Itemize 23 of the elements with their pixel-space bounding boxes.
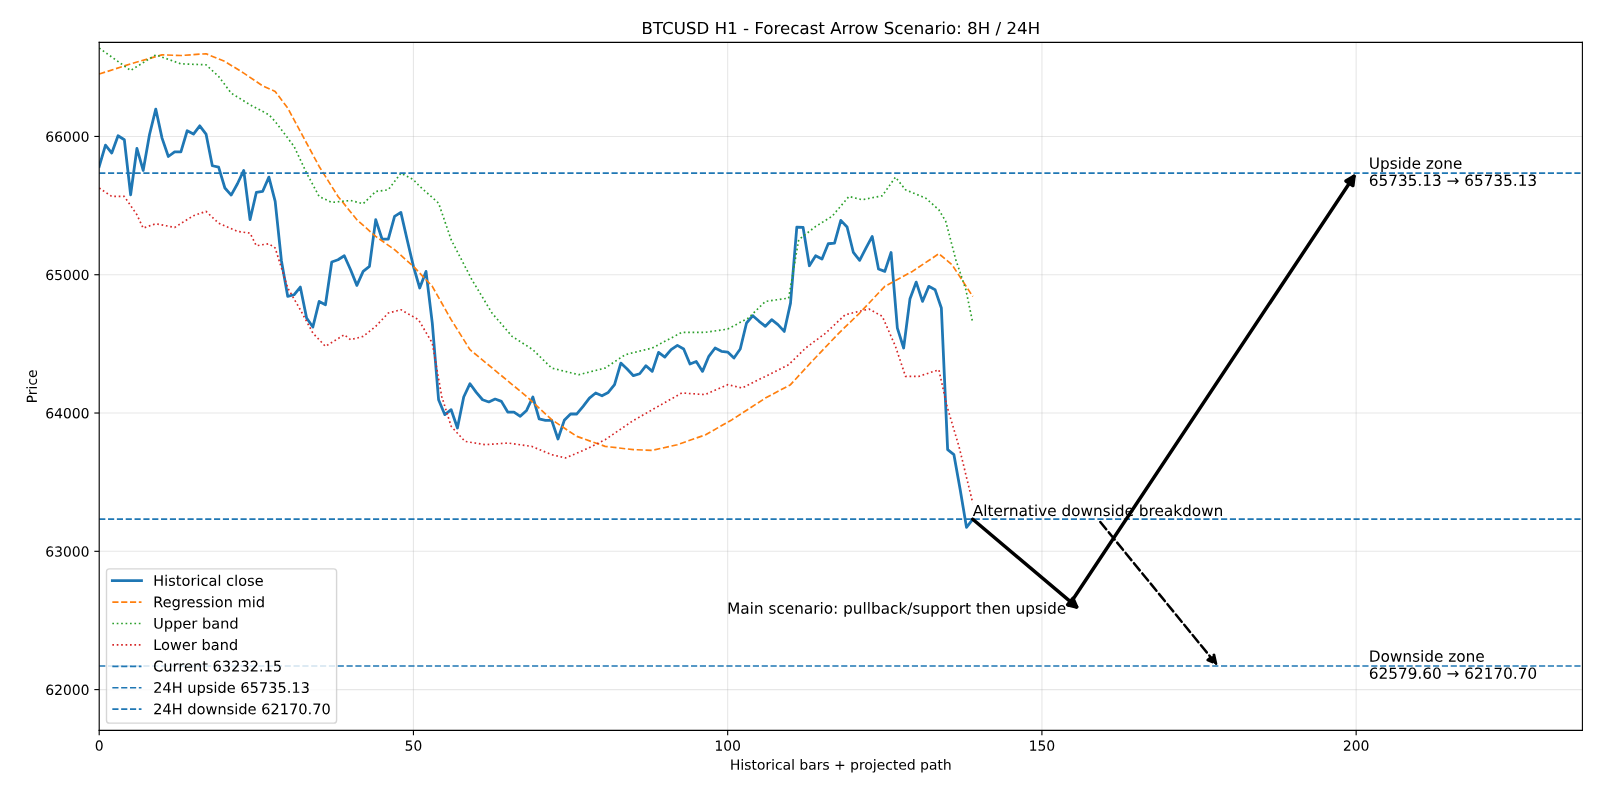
y-tick-label: 62000 [46, 684, 89, 696]
legend-label: 24H upside 65735.13 [154, 681, 309, 696]
x-tick-label: 0 [95, 740, 103, 751]
chart-title: BTCUSD H1 - Forecast Arrow Scenario: 8H / 24H [643, 21, 1039, 36]
y-tick-label: 65000 [46, 269, 89, 281]
legend-label: Current 63232.15 [153, 660, 281, 672]
legend-label: Historical close [154, 574, 263, 587]
annotation: Upside zone 65735.13 → 65735.13 [1369, 157, 1536, 187]
y-axis-title: Price [26, 370, 38, 402]
annotation: Main scenario: pullback/support then upside [728, 602, 1066, 617]
x-tick-label: 50 [405, 740, 422, 751]
x-axis-title: Historical bars + projected path [731, 759, 951, 773]
y-tick-label: 66000 [46, 131, 89, 142]
x-tick-label: 100 [715, 740, 741, 751]
legend-label: 24H downside 62170.70 [154, 703, 330, 715]
y-tick-label: 63000 [46, 546, 89, 557]
legend-label: Regression mid [154, 596, 264, 611]
x-tick-label: 200 [1343, 740, 1369, 751]
y-tick-label: 64000 [46, 407, 89, 419]
legend-label: Upper band [154, 617, 238, 632]
x-tick-label: 150 [1030, 740, 1055, 751]
annotation: Downside zone 62579.60 → 62170.70 [1369, 650, 1537, 679]
legend-label: Lower band [154, 638, 237, 651]
